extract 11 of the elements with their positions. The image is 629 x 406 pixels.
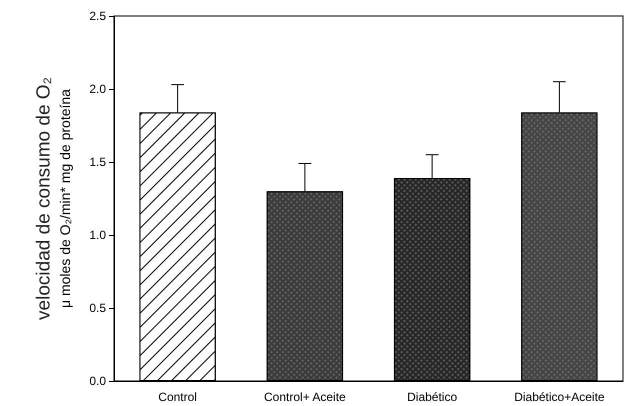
- y-tick-label: 1.0: [89, 228, 106, 242]
- x-tick-label: Diabético+Aceite: [514, 390, 605, 404]
- y-tick-label: 2.5: [89, 9, 106, 23]
- x-tick-label: Diabético: [407, 390, 458, 404]
- y-tick-label: 2.0: [89, 82, 106, 96]
- y-tick-label: 0.0: [89, 374, 106, 388]
- y-axis-title: velocidad de consumo de O₂ μ moles de O₂/min* mg de proteína: [34, 77, 73, 320]
- y-tick-label: 0.5: [89, 301, 106, 315]
- x-tick-label: Control+ Aceite: [264, 390, 346, 404]
- y-tick-label: 1.5: [89, 155, 106, 169]
- x-tick-label: Control: [158, 390, 197, 404]
